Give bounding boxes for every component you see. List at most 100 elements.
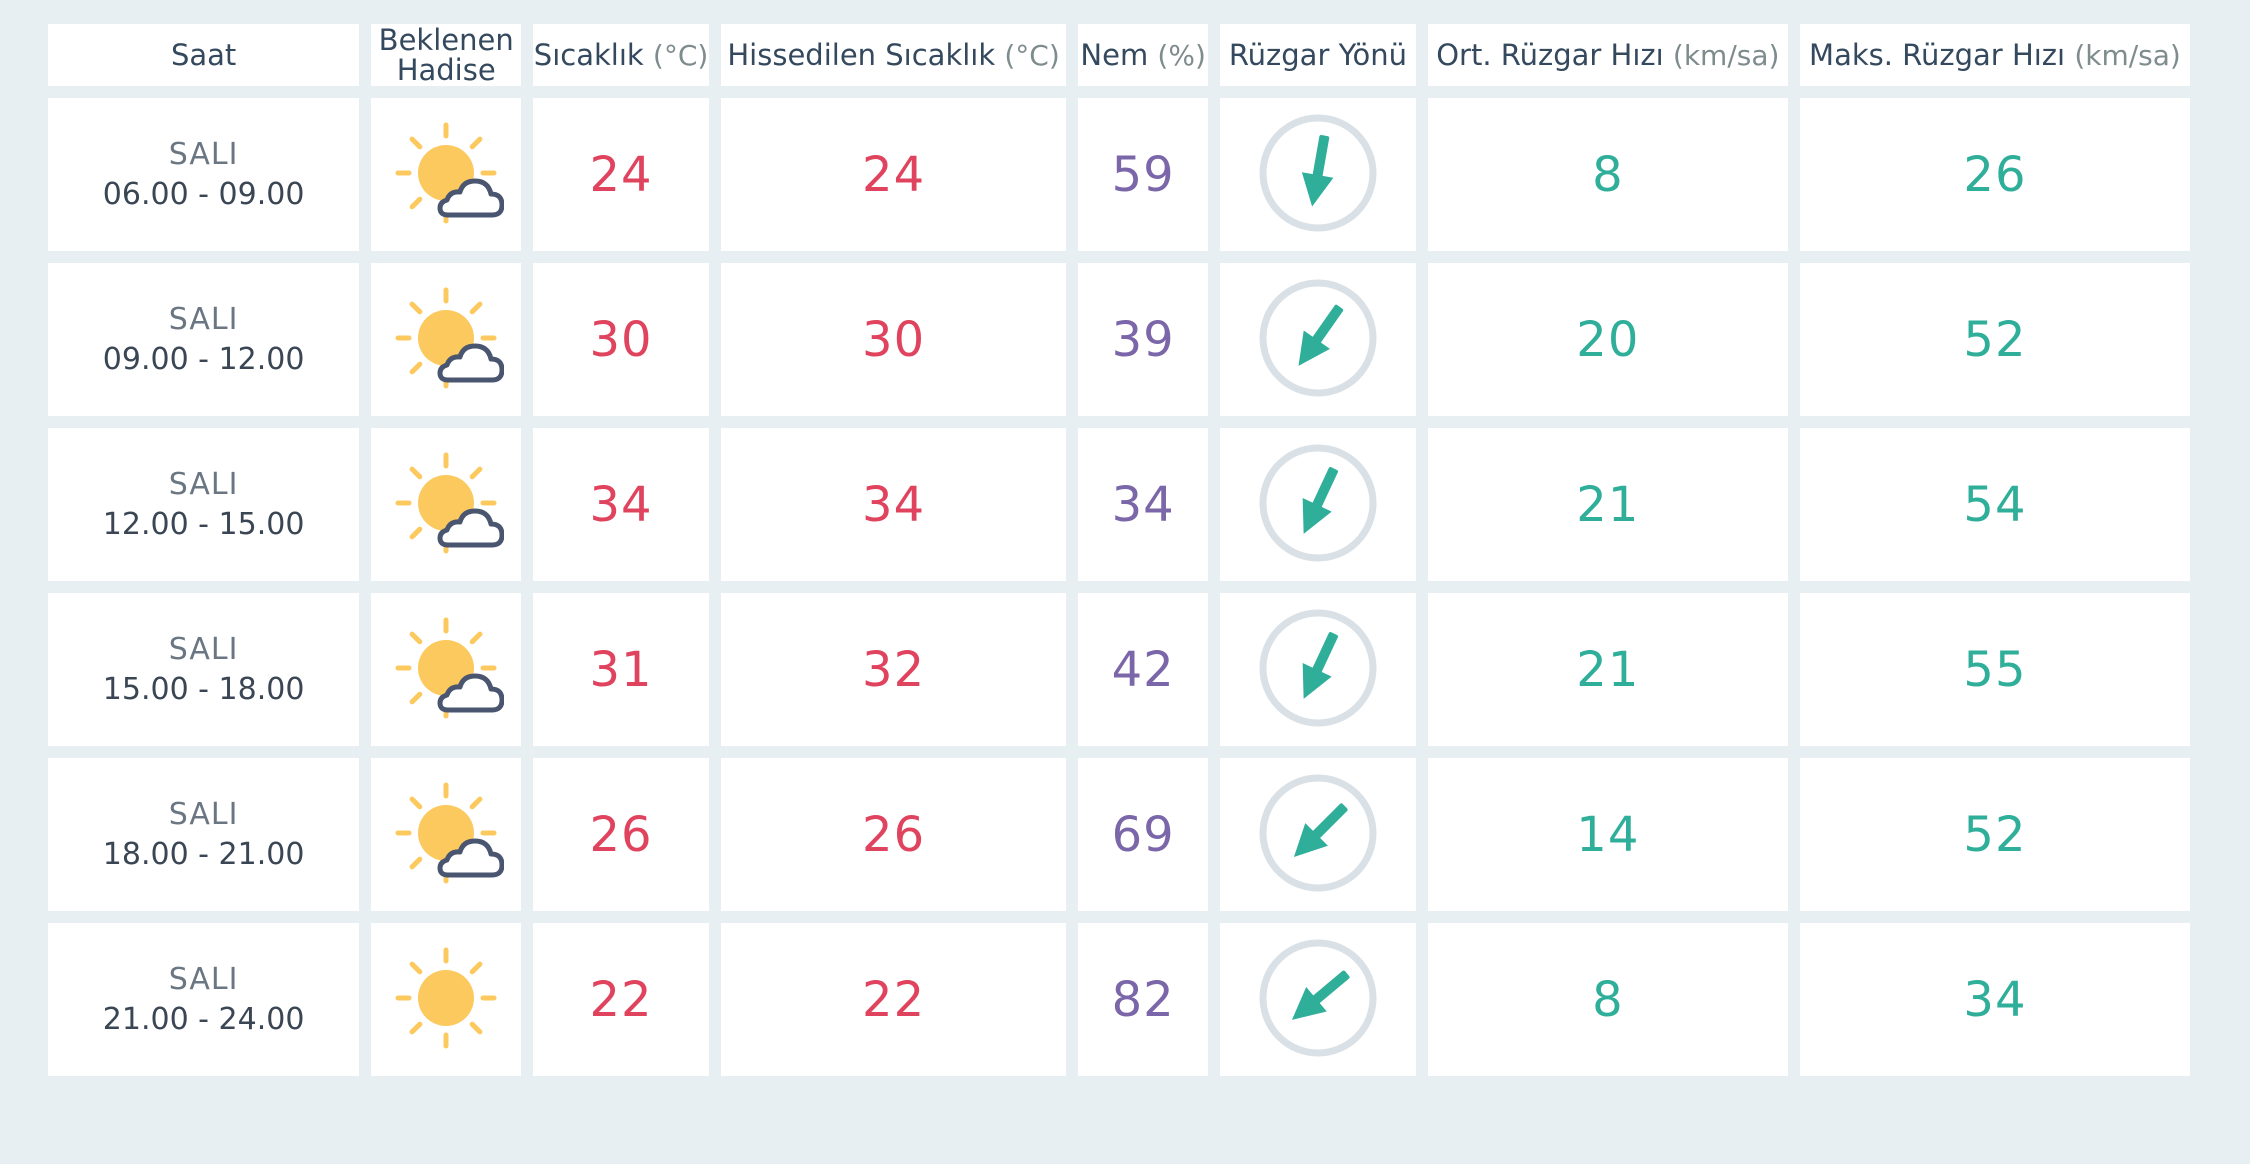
cell-nem: 34 — [1078, 428, 1209, 581]
temperature-value: 34 — [589, 476, 653, 533]
avg-wind-value: 14 — [1576, 806, 1640, 863]
temperature-value: 26 — [589, 806, 653, 863]
cell-saat: SALI 18.00 - 21.00 — [48, 758, 360, 911]
day-label: SALI — [168, 136, 239, 172]
time-range: 12.00 - 15.00 — [102, 506, 305, 542]
cell-hissedilen: 32 — [720, 593, 1067, 746]
cell-ort-ruzgar: 20 — [1427, 263, 1788, 416]
header-ort-ruzgar-hizi: Ort. Rüzgar Hızı (km/sa) — [1427, 24, 1788, 86]
header-nem: Nem (%) — [1078, 24, 1209, 86]
header-ruzgar-yonu: Rüzgar Yönü — [1220, 24, 1416, 86]
cell-ruzgar-yonu — [1220, 263, 1416, 416]
day-label: SALI — [168, 796, 239, 832]
time-range: 18.00 - 21.00 — [102, 836, 305, 872]
table-row: SALI 09.00 - 12.00 30 30 39 20 52 — [48, 263, 2190, 416]
max-wind-value: 26 — [1963, 146, 2027, 203]
temperature-value: 24 — [589, 146, 653, 203]
table-row: SALI 12.00 - 15.00 34 34 34 21 54 — [48, 428, 2190, 581]
avg-wind-value: 20 — [1576, 311, 1640, 368]
max-wind-value: 55 — [1963, 641, 2027, 698]
cell-beklenen-hadise — [371, 98, 522, 251]
cell-ruzgar-yonu — [1220, 758, 1416, 911]
cell-beklenen-hadise — [371, 758, 522, 911]
cell-ruzgar-yonu — [1220, 923, 1416, 1076]
hourly-forecast-table: Saat Beklenen Hadise Sıcaklık (°C) Hissed… — [36, 12, 2202, 1088]
cell-beklenen-hadise — [371, 263, 522, 416]
cell-maks-ruzgar: 54 — [1799, 428, 2190, 581]
wind-arrow-icon — [1256, 441, 1380, 565]
time-range: 15.00 - 18.00 — [102, 671, 305, 707]
day-label: SALI — [168, 631, 239, 667]
next-section-heading-clipped — [96, 1140, 696, 1164]
wind-arrow-icon — [1256, 936, 1380, 1060]
max-wind-value: 34 — [1963, 971, 2027, 1028]
cell-nem: 42 — [1078, 593, 1209, 746]
temperature-value: 22 — [589, 971, 653, 1028]
table-header-row: Saat Beklenen Hadise Sıcaklık (°C) Hissed… — [48, 24, 2190, 86]
cell-ruzgar-yonu — [1220, 593, 1416, 746]
sunny-icon — [388, 940, 504, 1056]
cell-nem: 39 — [1078, 263, 1209, 416]
avg-wind-value: 8 — [1592, 146, 1624, 203]
feels-like-value: 24 — [862, 146, 926, 203]
cell-maks-ruzgar: 34 — [1799, 923, 2190, 1076]
cell-saat: SALI 12.00 - 15.00 — [48, 428, 360, 581]
feels-like-value: 30 — [862, 311, 926, 368]
cell-nem: 59 — [1078, 98, 1209, 251]
humidity-value: 82 — [1111, 971, 1175, 1028]
partly-cloudy-icon — [388, 775, 505, 891]
cell-hissedilen: 34 — [720, 428, 1067, 581]
header-saat: Saat — [48, 24, 360, 86]
humidity-value: 34 — [1111, 476, 1175, 533]
partly-cloudy-icon — [388, 280, 505, 396]
humidity-value: 69 — [1111, 806, 1175, 863]
cell-ort-ruzgar: 14 — [1427, 758, 1788, 911]
cell-beklenen-hadise — [371, 593, 522, 746]
time-range: 06.00 - 09.00 — [102, 176, 305, 212]
cell-sicaklik: 34 — [533, 428, 709, 581]
header-sicaklik: Sıcaklık (°C) — [533, 24, 709, 86]
cell-saat: SALI 21.00 - 24.00 — [48, 923, 360, 1076]
cell-nem: 82 — [1078, 923, 1209, 1076]
cell-maks-ruzgar: 52 — [1799, 758, 2190, 911]
cell-sicaklik: 26 — [533, 758, 709, 911]
cell-sicaklik: 31 — [533, 593, 709, 746]
cell-sicaklik: 22 — [533, 923, 709, 1076]
feels-like-value: 34 — [862, 476, 926, 533]
feels-like-value: 26 — [862, 806, 926, 863]
humidity-value: 59 — [1111, 146, 1175, 203]
wind-arrow-icon — [1256, 276, 1380, 400]
temperature-value: 30 — [589, 311, 653, 368]
humidity-value: 42 — [1111, 641, 1175, 698]
cell-hissedilen: 22 — [720, 923, 1067, 1076]
table-row: SALI 06.00 - 09.00 24 24 59 8 26 — [48, 98, 2190, 251]
partly-cloudy-icon — [388, 115, 505, 231]
avg-wind-value: 21 — [1576, 641, 1640, 698]
partly-cloudy-icon — [388, 610, 505, 726]
cell-ort-ruzgar: 21 — [1427, 593, 1788, 746]
max-wind-value: 54 — [1963, 476, 2027, 533]
cell-beklenen-hadise — [371, 428, 522, 581]
time-range: 09.00 - 12.00 — [102, 341, 305, 377]
avg-wind-value: 21 — [1576, 476, 1640, 533]
day-label: SALI — [168, 466, 239, 502]
cell-beklenen-hadise — [371, 923, 522, 1076]
feels-like-value: 22 — [862, 971, 926, 1028]
forecast-container: Saat Beklenen Hadise Sıcaklık (°C) Hissed… — [48, 24, 2202, 1086]
partly-cloudy-icon — [388, 445, 505, 561]
cell-saat: SALI 09.00 - 12.00 — [48, 263, 360, 416]
wind-arrow-icon — [1256, 606, 1380, 730]
day-label: SALI — [168, 961, 239, 997]
cell-ort-ruzgar: 21 — [1427, 428, 1788, 581]
time-range: 21.00 - 24.00 — [102, 1001, 305, 1037]
cell-hissedilen: 30 — [720, 263, 1067, 416]
cell-sicaklik: 24 — [533, 98, 709, 251]
cell-ruzgar-yonu — [1220, 98, 1416, 251]
cell-ort-ruzgar: 8 — [1427, 923, 1788, 1076]
cell-hissedilen: 24 — [720, 98, 1067, 251]
cell-maks-ruzgar: 26 — [1799, 98, 2190, 251]
cell-ruzgar-yonu — [1220, 428, 1416, 581]
day-label: SALI — [168, 301, 239, 337]
cell-sicaklik: 30 — [533, 263, 709, 416]
cell-saat: SALI 06.00 - 09.00 — [48, 98, 360, 251]
